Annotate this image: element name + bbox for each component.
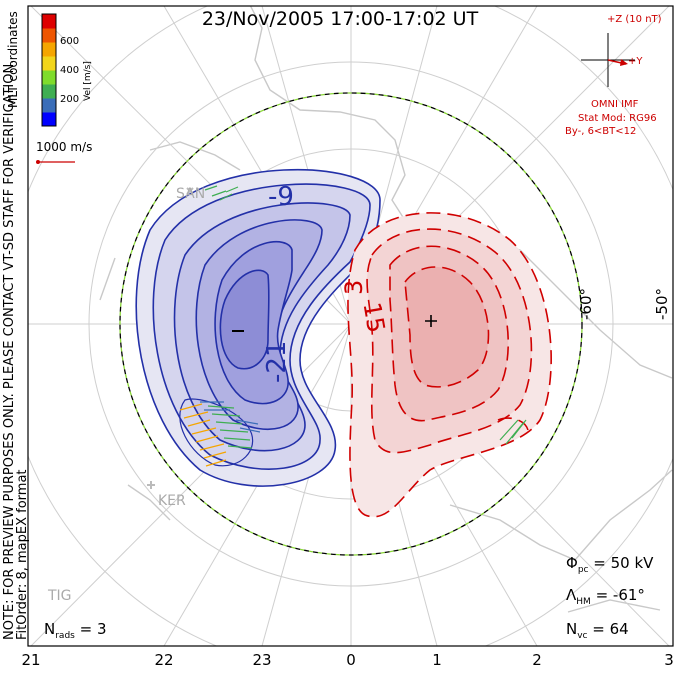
colorbar-segment [42,112,56,127]
mlt-label-23: 23 [252,651,272,669]
imf-source: OMNI IMF [591,99,639,110]
mlt-label-1: 1 [432,651,442,669]
page-title: 23/Nov/2005 17:00-17:02 UT [201,8,479,30]
colorbar-tick-400: 400 [60,65,80,76]
fit-order-note: FitOrder: 8, mapEX format [15,469,30,640]
stat-phi-pc: Φpc = 50 kV [566,554,654,575]
mlt-label-22: 22 [154,651,174,669]
heppner-maynard-boundary [119,92,583,556]
colorbar-tick-200: 200 [60,94,80,105]
contour-label-15: 15 [357,300,391,335]
stat-n-vc: Nvc = 64 [566,620,629,641]
colorbar-segment [42,84,56,99]
colorbar-segment [42,56,56,71]
scale-label: 1000 m/s [36,140,93,154]
stat-model-line2: By-, 6<BT<12 [565,126,637,137]
station-marker-san [186,187,194,195]
contour-label-minus21: -21 [262,340,292,383]
lat-label-60: -60° [577,288,595,320]
velocity-vectors [179,185,527,467]
colorbar-segment [42,98,56,113]
contour-label-minus9: -9 [268,182,294,212]
coastline [99,6,673,613]
mlt-label-21: 21 [21,651,41,669]
mlt-label-0: 0 [346,651,356,669]
stat-n-rads: Nrads = 3 [44,620,107,641]
station-ker: KER [158,493,186,509]
station-san: SAN [176,186,206,202]
colorbar-label: Vel [m/s] [83,61,93,101]
potential-maximum-marker [425,315,437,327]
imf-y-label: +Y [628,56,643,67]
colorbar-segment [42,14,56,29]
mlt-grid-line [261,323,352,646]
positive-potential-cell [347,212,552,518]
imf-z-label: +Z (10 nT) [607,14,662,25]
lat-label-50: -50° [653,288,671,320]
colorbar-segment [42,42,56,57]
station-tig: TIG [48,588,72,604]
colorbar-tick-600: 600 [60,36,80,47]
plot-frame [27,5,674,647]
mlt-label-3: 3 [664,651,674,669]
mlt-label-2: 2 [532,651,542,669]
negative-potential-cell [135,168,381,487]
velocity-colorbar [42,14,56,127]
colorbar-segment [42,28,56,43]
contour-label-3: 3 [340,279,368,295]
stat-model-line1: Stat Mod: RG96 [578,113,657,124]
colorbar-segment [42,70,56,85]
station-marker-ker [147,481,155,489]
stat-lambda-hm: ΛHM = -61° [566,586,645,607]
